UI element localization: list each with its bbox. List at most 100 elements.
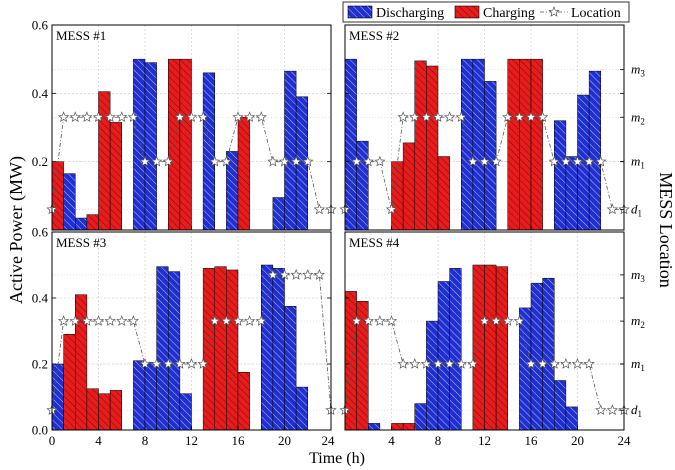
charging-bar-h15 bbox=[507, 58, 520, 231]
charging-bar-h16 bbox=[519, 58, 532, 231]
charging-bar-h17 bbox=[237, 117, 250, 231]
panel-mess-2: d1 m1 m2 m3 MESS #2 bbox=[339, 24, 645, 231]
location-marker bbox=[116, 111, 128, 123]
location-marker bbox=[127, 111, 140, 123]
location-marker bbox=[595, 404, 607, 416]
location-marker bbox=[150, 155, 163, 167]
location-marker bbox=[139, 358, 151, 369]
x-tick-label: 4 bbox=[388, 433, 395, 448]
discharging-bar-h1 bbox=[344, 58, 357, 231]
discharging-bar-h3 bbox=[368, 423, 381, 431]
location-marker bbox=[162, 155, 174, 167]
discharging-bar-h14 bbox=[202, 72, 216, 231]
location-marker bbox=[560, 155, 572, 167]
location-marker bbox=[606, 404, 619, 416]
location-marker bbox=[560, 358, 572, 369]
charging-bar-h13 bbox=[484, 264, 497, 431]
location-marker bbox=[278, 155, 291, 167]
location-marker bbox=[92, 111, 105, 123]
panel-mess-4: 4 8 12 16 20 24 d1 m1 m2 m3 MESS #4 bbox=[339, 231, 645, 448]
location-marker bbox=[548, 155, 560, 167]
location-marker bbox=[243, 315, 256, 326]
x-tick-label: 20 bbox=[278, 433, 291, 448]
discharging-bar-h19 bbox=[261, 264, 274, 431]
location-marker bbox=[92, 315, 105, 326]
location-marker bbox=[313, 203, 326, 215]
discharging-bar-h8 bbox=[133, 360, 146, 431]
location-marker bbox=[467, 155, 479, 167]
location-marker bbox=[57, 111, 70, 123]
y2-axis-title: MESS Location bbox=[656, 172, 675, 288]
discharging-bar-h16 bbox=[519, 307, 532, 431]
location-marker bbox=[536, 358, 549, 369]
discharging-bar-h22 bbox=[295, 386, 309, 431]
discharging-bar-h19 bbox=[554, 120, 567, 231]
location-marker bbox=[362, 315, 374, 326]
location-marker bbox=[455, 358, 467, 369]
location-marker bbox=[432, 358, 444, 369]
location-marker bbox=[420, 111, 433, 123]
location-marker bbox=[174, 358, 186, 369]
location-marker bbox=[583, 358, 595, 369]
location-tick-label-m3: m3 bbox=[631, 61, 645, 78]
charging-bar-h4 bbox=[86, 214, 99, 231]
location-marker bbox=[243, 111, 256, 123]
location-marker bbox=[81, 111, 93, 123]
discharging-bar-h1 bbox=[51, 363, 64, 431]
location-marker bbox=[478, 155, 491, 167]
discharging-bar-h9 bbox=[144, 362, 157, 431]
y-tick-label: 0.4 bbox=[32, 291, 49, 306]
location-marker bbox=[302, 268, 314, 280]
location-marker bbox=[116, 315, 128, 326]
y-tick-label: 0.0 bbox=[32, 423, 48, 438]
discharging-bar-h9 bbox=[437, 281, 450, 431]
x-tick-label: 12 bbox=[478, 433, 491, 448]
location-marker bbox=[162, 358, 174, 369]
charging-bar-h5 bbox=[98, 91, 111, 231]
location-marker bbox=[104, 315, 116, 326]
location-marker bbox=[232, 315, 244, 326]
panel-mess-3: 0.0 0.2 0.4 0.6 0 4 8 12 16 20 24 MESS #3 bbox=[32, 225, 337, 448]
location-marker bbox=[525, 358, 537, 369]
location-marker bbox=[490, 155, 502, 167]
legend-charging-swatch bbox=[454, 5, 480, 19]
location-tick-label-m1: m1 bbox=[631, 356, 645, 373]
discharging-bar-h8 bbox=[426, 320, 439, 431]
location-marker bbox=[232, 111, 244, 123]
location-tick-label-m1: m1 bbox=[631, 154, 645, 171]
location-marker bbox=[220, 155, 233, 167]
location-marker bbox=[432, 111, 444, 123]
charging-bar-h9 bbox=[437, 156, 450, 231]
charging-bar-h14 bbox=[495, 266, 509, 431]
location-marker bbox=[209, 315, 221, 326]
charging-bar-h8 bbox=[426, 65, 439, 231]
location-marker bbox=[362, 155, 374, 167]
legend: Discharging Charging Location bbox=[342, 1, 630, 23]
location-marker bbox=[374, 155, 386, 167]
location-marker bbox=[220, 315, 233, 326]
panels: 0.2 0.4 0.6 MESS #1 d1 m1 m2 m3 MESS #2 0.0 0.2 0.4… bbox=[32, 18, 646, 449]
charging-bar-h7 bbox=[414, 60, 427, 231]
legend-discharging-swatch bbox=[347, 5, 373, 19]
location-marker bbox=[397, 358, 409, 369]
discharging-bar-h9 bbox=[144, 62, 157, 231]
location-tick-label-m2: m2 bbox=[631, 313, 645, 330]
x-tick-label: 24 bbox=[322, 433, 336, 448]
location-marker bbox=[525, 111, 537, 123]
discharging-bar-h2 bbox=[63, 173, 76, 231]
location-marker bbox=[350, 155, 363, 167]
location-marker bbox=[278, 268, 291, 280]
charging-bar-h12 bbox=[179, 58, 192, 231]
charging-bar-h6 bbox=[402, 423, 416, 431]
location-marker bbox=[255, 315, 267, 326]
location-marker bbox=[267, 268, 279, 280]
discharging-bar-h20 bbox=[565, 406, 578, 431]
charging-bar-h1 bbox=[51, 161, 64, 231]
discharging-bar-h20 bbox=[565, 156, 578, 231]
location-marker bbox=[502, 315, 514, 326]
location-marker bbox=[409, 358, 421, 369]
discharging-bar-h19 bbox=[554, 380, 567, 431]
location-marker bbox=[385, 315, 398, 326]
location-marker bbox=[502, 111, 514, 123]
legend-location-star bbox=[548, 6, 560, 17]
